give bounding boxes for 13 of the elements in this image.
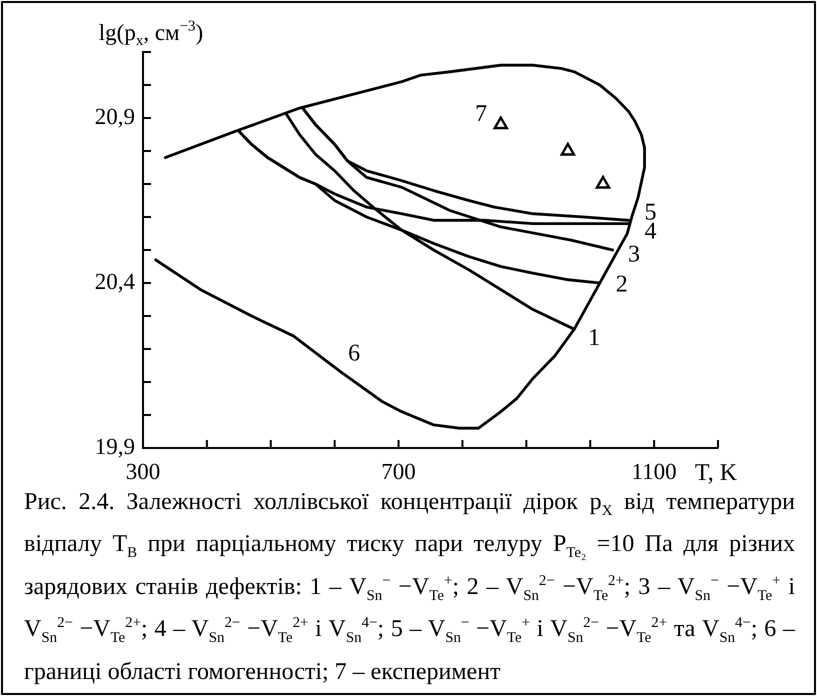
annotation: 3 xyxy=(628,241,640,268)
annotation: 6 xyxy=(348,340,360,367)
annotation: 7 xyxy=(475,100,488,127)
text: Рис. 2.4. Залежності холлівської концентрації дірок p$_{X}$ від температури відпалу T$_{B}$ при парціальному тиску пари телуру P$_{Te₂}$ =10 Па для різних зарядових станів дефектів: 1 – V$_{Sn}$$^{−}$ −V$_{Te}$$^{+}$; 2 – V$_{Sn}$$^{2−}$ −V$_{Te}$$^{2+}$; 3 – V$_{Sn}$$^{−}$ −V$_{Te}$$^{+}$ і V$_{Sn}$$^{2−}$ −V$_{Te}$$^{2+}$; 4 – V$_{Sn}$$^{2−}$ −V$_{Te}$$^{2+}$ і V$_{Sn}$$^{4−}$; 5 – V$_{Sn}$$^{−}$ −V$_{Te}$$^{+}$ і V$_{Sn}$$^{2−}$ −V$_{Te}$$^{2+}$ та V$_{Sn}$$^{4−}$; 6 – границі області гомогенності; 7 – експеримент xyxy=(24,489,795,685)
y-tick-label: 20,4 xyxy=(94,269,136,294)
x-tick-label: 300 xyxy=(126,458,160,484)
annotation: 2 xyxy=(616,272,628,298)
y-tick-label: 20,9 xyxy=(94,104,135,130)
y-tick-label: 19,9 xyxy=(94,434,135,460)
x-tick-label: 700 xyxy=(381,458,416,484)
annotation: 1 xyxy=(588,324,600,351)
x-tick-label: 1100 xyxy=(632,458,677,484)
x-axis-title: T, K xyxy=(694,460,738,486)
